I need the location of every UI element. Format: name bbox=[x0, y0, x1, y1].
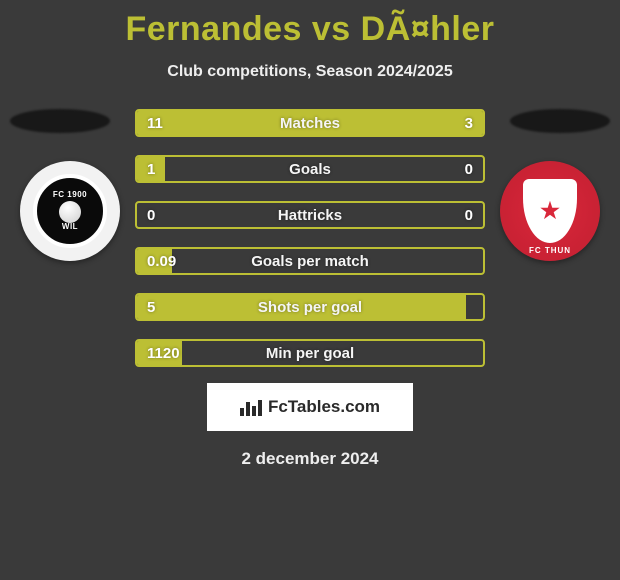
stat-value-left: 5 bbox=[147, 299, 155, 316]
stat-value-right: 3 bbox=[465, 115, 473, 132]
stat-bar: 1 0 Goals bbox=[135, 155, 485, 183]
stat-value-left: 1 bbox=[147, 161, 155, 178]
left-crest-bottom-text: WIL bbox=[62, 223, 78, 231]
right-crest-shield: ★ bbox=[523, 179, 577, 243]
soccer-ball-icon bbox=[59, 201, 81, 223]
stat-value-left: 0 bbox=[147, 207, 155, 224]
stat-value-left: 0.09 bbox=[147, 253, 176, 270]
left-crest-top-text: FC 1900 bbox=[53, 191, 87, 199]
right-crest-text: FC THUN bbox=[529, 246, 571, 255]
stat-value-left: 1120 bbox=[147, 345, 180, 362]
bar-chart-icon bbox=[240, 398, 262, 416]
stat-bar: 11 3 Matches bbox=[135, 109, 485, 137]
left-crest-ring: FC 1900 WIL bbox=[33, 174, 107, 248]
left-shadow bbox=[10, 109, 110, 133]
stat-label: Shots per goal bbox=[258, 299, 362, 316]
stat-label: Hattricks bbox=[278, 207, 342, 224]
date-text: 2 december 2024 bbox=[0, 449, 620, 469]
stat-bar: 5 Shots per goal bbox=[135, 293, 485, 321]
stat-bar: 0 0 Hattricks bbox=[135, 201, 485, 229]
right-shadow bbox=[510, 109, 610, 133]
stat-bar: 1120 Min per goal bbox=[135, 339, 485, 367]
stat-label: Goals bbox=[289, 161, 331, 178]
brand-logo: FcTables.com bbox=[207, 383, 413, 431]
bar-fill-left bbox=[137, 111, 407, 135]
stat-label: Min per goal bbox=[266, 345, 354, 362]
star-icon: ★ bbox=[540, 198, 560, 224]
stat-value-right: 0 bbox=[465, 207, 473, 224]
subtitle: Club competitions, Season 2024/2025 bbox=[0, 63, 620, 81]
stat-value-left: 11 bbox=[147, 115, 163, 132]
page-title: Fernandes vs DÃ¤hler bbox=[0, 0, 620, 49]
stat-label: Matches bbox=[280, 115, 340, 132]
brand-text: FcTables.com bbox=[268, 397, 380, 417]
stat-bar: 0.09 Goals per match bbox=[135, 247, 485, 275]
comparison-area: FC 1900 WIL ★ FC THUN 11 3 Matches 1 0 Goals 0… bbox=[0, 109, 620, 367]
stat-value-right: 0 bbox=[465, 161, 473, 178]
stat-label: Goals per match bbox=[251, 253, 369, 270]
stat-bars: 11 3 Matches 1 0 Goals 0 0 Hattricks 0.09 Goals pe… bbox=[135, 109, 485, 367]
right-club-crest: ★ FC THUN bbox=[500, 161, 600, 261]
left-club-crest: FC 1900 WIL bbox=[20, 161, 120, 261]
